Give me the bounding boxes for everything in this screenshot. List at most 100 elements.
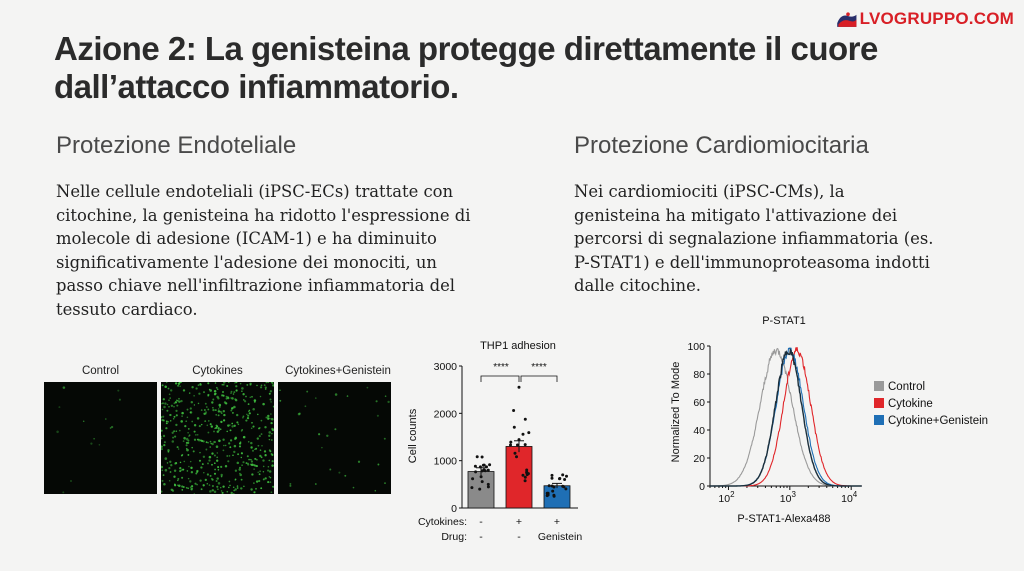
cell-dot xyxy=(208,420,210,422)
bar-point xyxy=(527,431,531,435)
cell-dot xyxy=(243,399,245,401)
cell-dot xyxy=(306,390,309,393)
cell-dot xyxy=(219,428,222,430)
cell-dot xyxy=(211,442,214,446)
flow-y-tick-label: 80 xyxy=(693,369,705,381)
cell-dot xyxy=(165,381,168,384)
site-logo[interactable]: LVOGRUPPO.COM xyxy=(836,4,1014,34)
cell-dot xyxy=(177,479,179,482)
cell-dot xyxy=(222,419,226,422)
bar-point xyxy=(509,440,513,444)
bar-point xyxy=(513,451,517,455)
cell-dot xyxy=(265,416,268,419)
cell-dot xyxy=(253,399,257,402)
cell-dot xyxy=(230,409,233,412)
cell-dot xyxy=(374,489,377,492)
cell-dot xyxy=(239,382,242,385)
cell-dot xyxy=(160,429,163,432)
cell-dot xyxy=(249,382,252,385)
cell-dot xyxy=(272,485,275,488)
cell-dot xyxy=(321,446,323,449)
wave-logo-icon xyxy=(837,12,857,27)
cell-dot xyxy=(186,470,189,472)
cell-dot xyxy=(247,441,250,443)
cell-dot xyxy=(209,440,212,443)
cell-dot xyxy=(212,406,214,409)
cell-dot xyxy=(233,450,236,454)
cell-dot xyxy=(192,450,195,453)
cell-dot xyxy=(249,396,252,399)
cell-dot xyxy=(189,407,192,410)
cell-dot xyxy=(178,484,181,487)
row-cyt-1: + xyxy=(516,516,522,528)
cell-dot xyxy=(251,449,255,452)
bar-chart-title: THP1 adhesion xyxy=(480,340,556,352)
cell-dot xyxy=(193,424,197,427)
cell-dot xyxy=(241,390,243,393)
cell-dot xyxy=(199,383,202,386)
cell-dot xyxy=(267,465,270,468)
cell-dot xyxy=(58,406,61,409)
cell-dot xyxy=(222,449,225,452)
flow-chart-legend: Control Cytokine Cytokine+Genistein xyxy=(874,381,988,427)
flow-x-tick-exponent: 3 xyxy=(791,490,796,499)
bar-point xyxy=(478,487,482,491)
cell-dot xyxy=(167,387,170,390)
cell-dot xyxy=(170,404,174,407)
cell-dot xyxy=(209,446,211,448)
cell-dot xyxy=(238,468,241,471)
cell-dot xyxy=(256,458,258,461)
cell-dot xyxy=(185,447,188,450)
cell-dot xyxy=(264,426,267,429)
cell-dot xyxy=(270,453,273,455)
cell-dot xyxy=(263,450,267,453)
bar-point xyxy=(470,486,474,490)
cell-dot xyxy=(222,438,225,441)
cell-dot xyxy=(257,471,259,474)
micrograph-cytokines-genistein xyxy=(278,382,391,494)
cell-dot xyxy=(160,437,163,440)
cell-dot xyxy=(222,485,225,488)
cell-dot xyxy=(223,413,226,417)
cell-dot xyxy=(230,392,232,394)
row-cyt-2: + xyxy=(554,516,560,528)
cell-dot xyxy=(187,477,190,480)
cell-dot xyxy=(228,442,231,445)
cell-dot xyxy=(215,445,219,448)
cell-dot xyxy=(199,479,202,482)
cell-dot xyxy=(216,485,219,488)
micrograph-label-control: Control xyxy=(81,365,120,377)
cell-dot xyxy=(228,486,230,489)
cell-dot xyxy=(229,446,232,449)
bar-point xyxy=(516,443,519,447)
cell-dot xyxy=(206,482,209,485)
cell-dot xyxy=(171,489,175,492)
cell-dot xyxy=(242,393,245,396)
cell-dot xyxy=(202,484,205,487)
cell-dot xyxy=(271,432,273,435)
cell-dot xyxy=(56,430,59,434)
cell-dot xyxy=(217,466,220,469)
cell-dot xyxy=(194,482,197,485)
cell-dot xyxy=(168,406,170,408)
cell-dot xyxy=(167,420,170,423)
cell-dot xyxy=(383,437,386,440)
cell-dot xyxy=(268,476,271,478)
bar-point xyxy=(517,385,521,389)
cell-dot xyxy=(242,461,245,464)
cell-dot xyxy=(190,487,194,490)
cell-dot xyxy=(177,448,180,450)
bar-point xyxy=(521,473,525,477)
cell-dot xyxy=(195,472,198,475)
cell-dot xyxy=(110,425,114,429)
bar-point xyxy=(509,443,512,447)
cell-dot xyxy=(214,409,217,412)
flow-curve-0 xyxy=(710,347,862,487)
cell-dot xyxy=(164,457,168,460)
cell-dot xyxy=(175,462,178,465)
cell-dot xyxy=(211,452,214,455)
cell-dot xyxy=(217,488,219,490)
cell-dot xyxy=(237,423,240,426)
cell-dot xyxy=(227,424,230,427)
cell-dot xyxy=(229,424,231,426)
